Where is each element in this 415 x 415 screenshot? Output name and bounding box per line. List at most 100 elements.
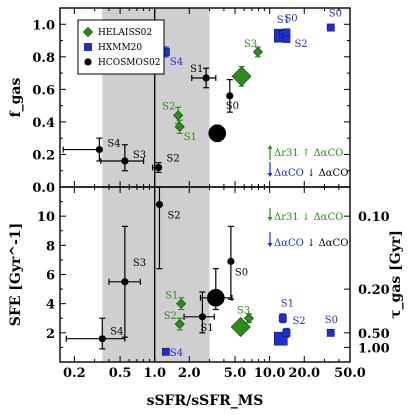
x-tick-label: 1.0 [143,366,166,381]
point-label: S2 [164,311,177,322]
data-point [121,157,129,165]
y2-axis-label: τ_gas [Gyr] [388,230,404,319]
annotation-arrow-head [267,243,273,247]
point-label: S0 [329,9,342,20]
data-point [226,92,234,100]
annotation-text: ΔαCO ↓ ΔαCO [274,168,348,179]
data-point [154,163,163,172]
y-tick-label: 0.8 [32,51,55,66]
axis-labels: 0.2 0.5 1.0 2.0 5.0 10.0 20.0 50.0 0.0 0.2 0.4 0.6 0… [8,18,404,409]
data-point [161,347,170,356]
data-point [326,23,335,32]
data-point-mean [206,289,225,307]
annotation-text: ΔαCO ↓ ΔαCO [274,238,348,249]
x-tick-label: 5.0 [224,366,247,381]
y-tick-label: 0.6 [32,83,55,98]
x-tick-label: 0.5 [109,366,132,381]
point-label: S0 [325,315,338,326]
y-tick-label: 0.2 [32,148,55,163]
point-label: S2 [292,316,305,327]
point-label: S0 [235,267,248,278]
point-label: S2 [294,39,307,50]
point-label: S1 [277,15,290,26]
annotations: Δr31 ↑ ΔαCO ΔαCO ↓ ΔαCO Δr31 ↓ ΔαCO ΔαCO ↓ … [267,145,348,249]
annotation-arrow-head [267,145,273,149]
data-point [121,278,129,286]
y-axis-label: f_gas [8,78,24,118]
annotation-arrow-head [267,217,273,221]
point-label: S1 [184,132,197,143]
y-tick-label: 1.0 [32,18,55,33]
y-tick-label: 10 [37,210,55,225]
data-point [326,328,335,337]
data-point-mean [231,66,252,87]
y-tick-label: 4 [46,298,55,313]
x-tick-label: 0.2 [63,366,86,381]
point-label: S2 [167,211,180,222]
x-tick-label: 50.0 [334,366,366,381]
data-point [202,74,210,82]
y2-tick-label: 1.00 [358,341,390,356]
data-point-mean [230,317,251,337]
y-tick-label: 8 [46,239,55,254]
y-tick-label: 0.0 [32,181,55,196]
point-label: S3 [133,258,146,269]
x-tick-label: 2.0 [178,366,201,381]
y-axis-label: SFE [Gyr^-1] [8,223,24,327]
panel-frames [59,7,351,363]
legend: HELAISS02 HXMM20 HCOSMOS02 [77,19,165,75]
point-label: S3 [133,150,146,161]
legend-box [77,19,165,75]
data-point [173,110,184,121]
annotation-arrow-head [267,173,273,177]
data-point [95,145,103,154]
legend-marker [84,58,92,66]
point-label: S1 [190,64,203,75]
annotation-text: Δr31 ↑ ΔαCO [274,148,343,159]
data-points [95,23,335,356]
data-point [282,35,291,43]
data-point [174,318,185,330]
data-point [155,200,164,209]
point-label: S3 [244,39,257,50]
data-point-mean [208,124,227,143]
data-point [174,121,185,132]
y2-tick-label: 0.50 [358,327,390,342]
data-point [227,257,235,265]
x-tick-label: 20.0 [288,366,320,381]
legend-label: HCOSMOS02 [98,58,161,68]
point-label: S4 [110,327,123,338]
panel-frame [59,186,351,363]
point-label: S1 [165,291,178,302]
x-axis-label: sSFR/sSFR_MS [147,393,264,409]
point-label: S4 [107,139,120,150]
data-point [176,298,187,309]
y-tick-label: 6 [46,269,55,284]
data-point [198,313,207,321]
point-label: S2 [162,101,175,112]
legend-marker [82,26,94,38]
y2-tick-label: 0.20 [358,283,390,298]
point-label: S4 [170,348,183,359]
data-point [252,46,263,58]
legend-marker [84,43,92,51]
data-point [282,28,291,37]
point-label: S1 [200,323,213,334]
data-point [98,335,106,343]
data-point [278,314,287,323]
y-tick-label: 2 [46,327,55,342]
y-tick-label: 0.4 [32,116,55,131]
x-tick-label: 10.0 [254,366,286,381]
point-label: S2 [167,153,180,164]
y2-tick-label: 0.10 [358,210,390,225]
legend-label: HELAISS02 [98,28,152,38]
point-label: S3 [237,305,250,316]
data-point [282,328,291,337]
point-label: S0 [226,101,239,112]
point-label: S0 [284,13,297,24]
data-point [243,313,255,324]
point-label: S4 [170,57,183,68]
point-label: S1 [281,298,294,309]
